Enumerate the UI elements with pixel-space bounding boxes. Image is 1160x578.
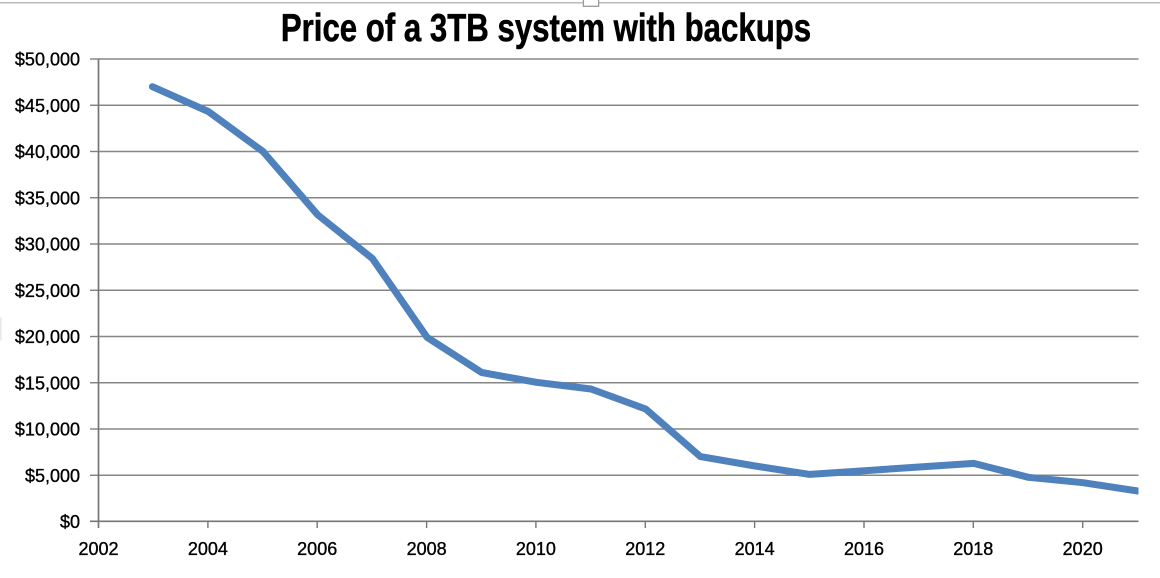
svg-text:$15,000: $15,000 <box>15 373 80 393</box>
svg-text:$0: $0 <box>60 512 80 532</box>
svg-text:$20,000: $20,000 <box>15 327 80 347</box>
svg-text:2010: 2010 <box>516 539 556 559</box>
svg-text:$5,000: $5,000 <box>25 466 80 486</box>
svg-text:2004: 2004 <box>188 539 228 559</box>
svg-text:2014: 2014 <box>735 539 775 559</box>
svg-text:$50,000: $50,000 <box>15 50 80 70</box>
svg-text:2012: 2012 <box>625 539 665 559</box>
svg-text:Price of a 3TB system with bac: Price of a 3TB system with backups <box>281 7 811 50</box>
svg-text:$45,000: $45,000 <box>15 96 80 116</box>
svg-text:2002: 2002 <box>78 539 118 559</box>
svg-text:2008: 2008 <box>407 539 447 559</box>
svg-text:2020: 2020 <box>1063 539 1103 559</box>
svg-text:$10,000: $10,000 <box>15 420 80 440</box>
svg-text:$35,000: $35,000 <box>15 188 80 208</box>
svg-text:$40,000: $40,000 <box>15 142 80 162</box>
svg-text:$30,000: $30,000 <box>15 235 80 255</box>
svg-text:$25,000: $25,000 <box>15 281 80 301</box>
svg-text:2016: 2016 <box>844 539 884 559</box>
svg-text:2006: 2006 <box>297 539 337 559</box>
svg-text:2018: 2018 <box>953 539 993 559</box>
